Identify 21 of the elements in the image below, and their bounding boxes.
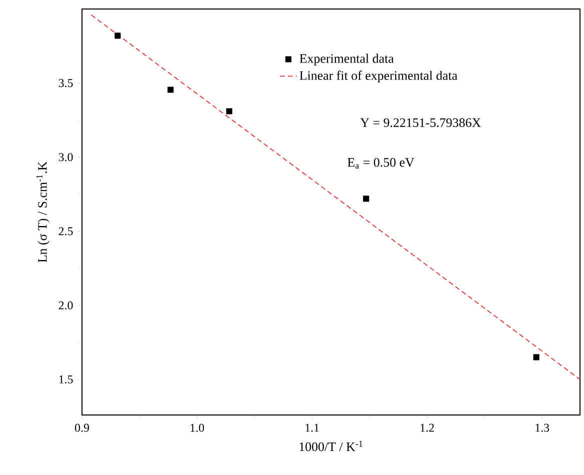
y-tick-label: 1.5 — [59, 375, 73, 384]
x-tick-label: 1.2 — [420, 424, 434, 432]
annotation: Y = 9.22151-5.79386X — [360, 118, 481, 128]
legend-label: Experimental data — [300, 54, 394, 66]
x-tick-label: 1.1 — [306, 424, 319, 432]
point — [168, 86, 174, 93]
annotation: E$_{a}$ = 0.50 eV — [348, 158, 414, 169]
x-tick-label: 0.9 — [74, 424, 89, 432]
y-tick-label: 3.5 — [58, 79, 73, 88]
y-tick-label: 2.5 — [58, 227, 73, 236]
point — [114, 32, 121, 39]
x-tick-label: 1.3 — [536, 424, 550, 432]
point — [226, 108, 232, 114]
y-tick-label: 3.0 — [58, 153, 73, 162]
x-axis-title: 1000/T / K$^{-1}$ — [300, 440, 362, 452]
y-axis-title: Ln (σ T) / S.cm$^{-1}$.K — [36, 161, 50, 262]
point — [533, 354, 540, 360]
legend-label: Linear fit of experimental data — [300, 70, 458, 83]
x-tick-label: 1.0 — [190, 424, 204, 432]
y-tick-label: 2.0 — [58, 301, 73, 310]
point — [363, 196, 370, 202]
